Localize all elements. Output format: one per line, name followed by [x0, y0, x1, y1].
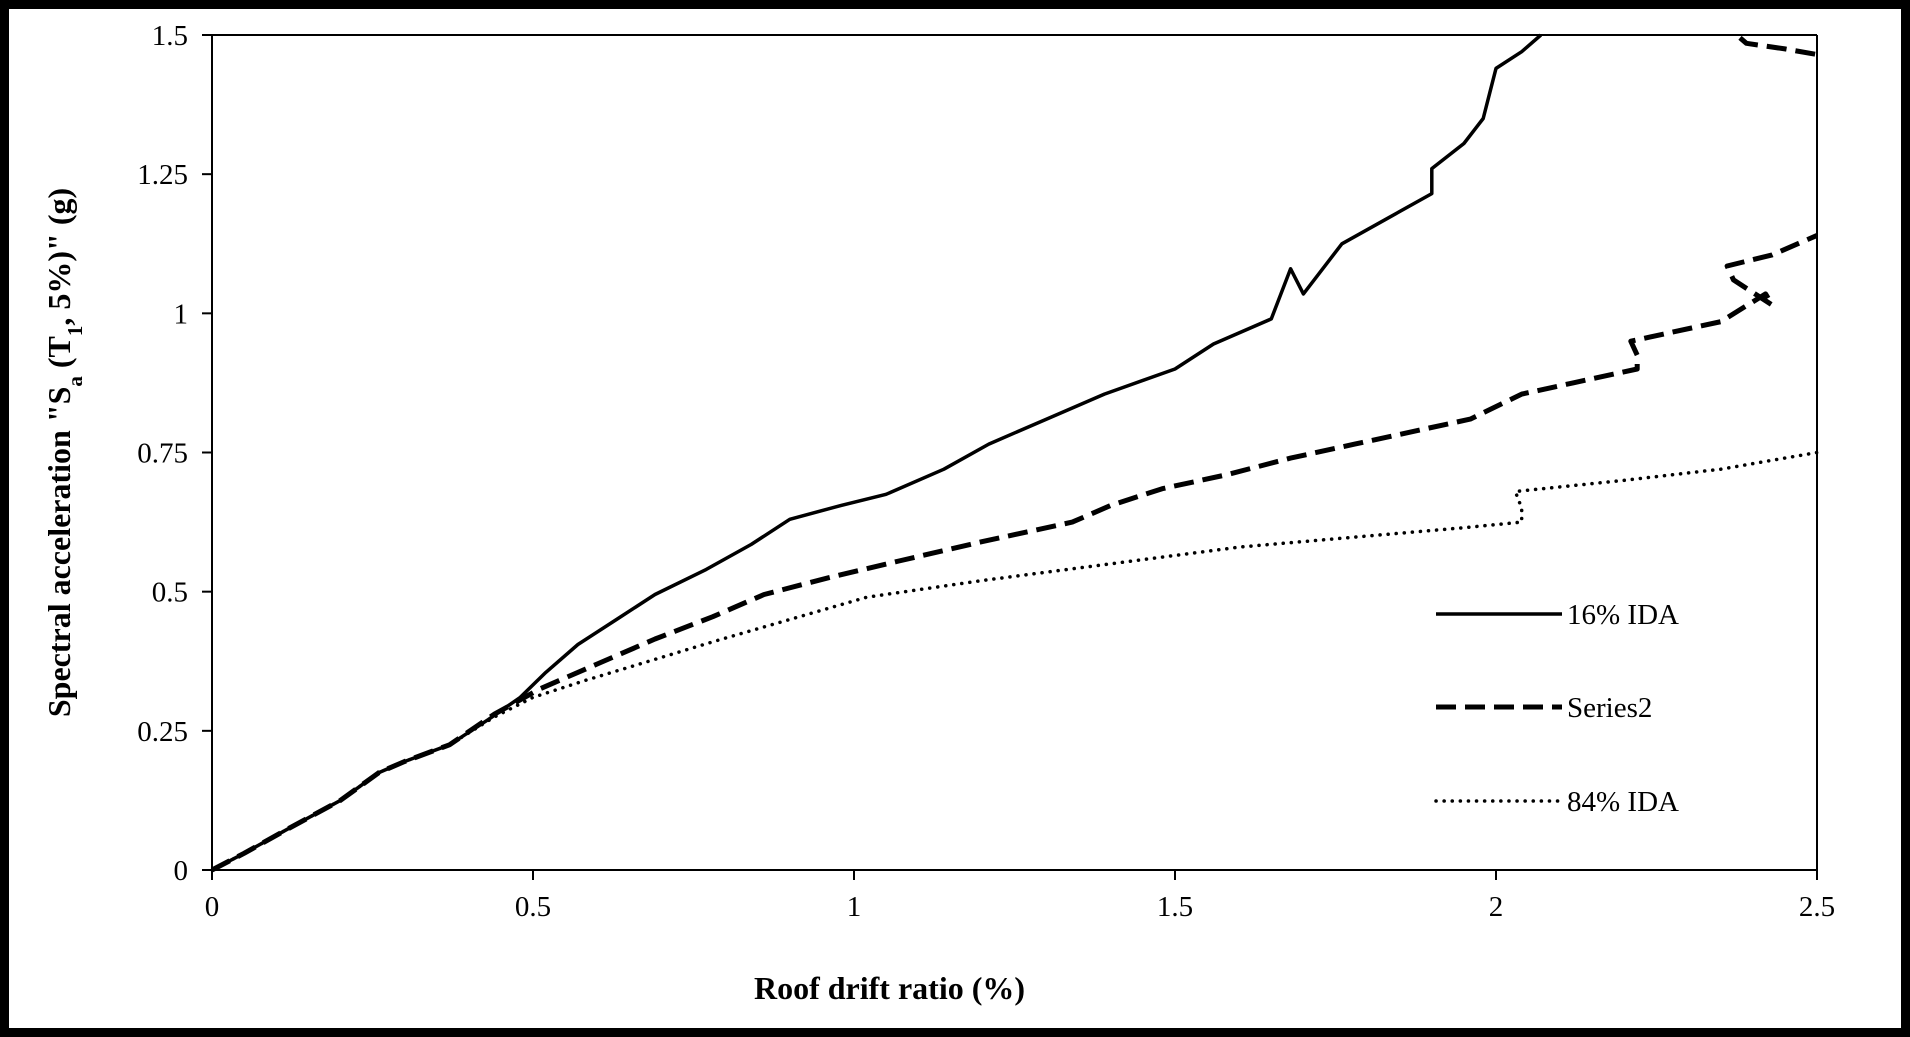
x-ticks: 0 0.5 1 1.5 2 2.5	[205, 870, 1835, 923]
x-tick-label: 2	[1489, 891, 1504, 923]
x-tick-label: 1.5	[1157, 891, 1193, 923]
series-line-2-upper-segment	[1738, 35, 1818, 57]
x-tick-label: 2.5	[1799, 891, 1835, 923]
legend-label-3: 84% IDA	[1567, 786, 1679, 818]
legend-label-2: Series2	[1567, 692, 1652, 724]
y-axis-title-pre: Spectral acceleration "S	[41, 387, 77, 718]
y-tick-label: 0.5	[152, 577, 188, 609]
y-tick-label: 0.25	[137, 716, 188, 748]
y-tick-label: 1	[174, 298, 189, 330]
series-line-3	[210, 450, 1819, 872]
y-axis-title-sub-a: a	[63, 376, 87, 387]
y-axis-title-post: , 5%)" (g)	[41, 188, 77, 326]
x-axis-title: Roof drift ratio (%)	[754, 970, 1025, 1006]
y-axis-title-sub-1: 1	[63, 326, 87, 337]
legend-label-1: 16% IDA	[1567, 599, 1679, 631]
x-tick-label: 1	[847, 891, 862, 923]
series-layer	[210, 33, 1819, 873]
series-line-2	[210, 233, 1818, 873]
y-tick-label: 0	[174, 855, 189, 887]
y-ticks: 0 0.25 0.5 0.75 1 1.25 1.5	[137, 20, 212, 887]
legend: 16% IDA Series2 84% IDA	[1434, 599, 1679, 818]
y-tick-label: 1.25	[137, 159, 188, 191]
y-axis-title: Spectral acceleration "Sa (T1, 5%)" (g)	[41, 188, 87, 717]
y-tick-label: 0.75	[137, 438, 188, 470]
x-tick-label: 0.5	[515, 891, 551, 923]
x-tick-label: 0	[205, 891, 220, 923]
y-tick-label: 1.5	[152, 20, 188, 52]
series-line-1	[211, 33, 1543, 872]
y-axis-title-mid: (T	[41, 336, 77, 376]
